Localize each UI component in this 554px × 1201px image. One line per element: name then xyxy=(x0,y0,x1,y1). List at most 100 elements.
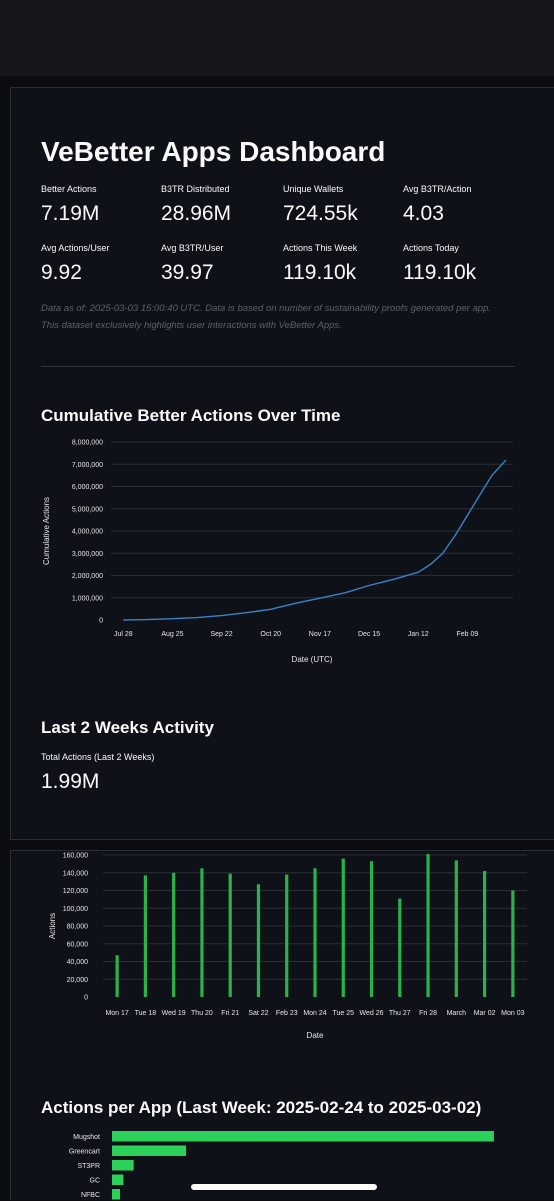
bar xyxy=(228,873,232,997)
metric-value: 7.19M xyxy=(41,202,100,225)
bar xyxy=(200,868,204,997)
y-tick-label: 0 xyxy=(84,995,88,1002)
bar xyxy=(112,1145,187,1156)
x-tick-label: Thu 20 xyxy=(191,1010,213,1017)
x-tick-label: Mon 17 xyxy=(105,1010,128,1017)
metric-value: 39.97 xyxy=(161,261,214,284)
bar xyxy=(143,875,147,997)
x-tick-label: Jan 12 xyxy=(408,631,429,638)
x-tick-label: Tue 18 xyxy=(135,1010,157,1017)
bar xyxy=(112,1131,494,1142)
metric-avg-actions-user: Avg Actions/User 9.92 xyxy=(41,243,161,285)
x-tick-label: Tue 25 xyxy=(332,1010,354,1017)
data-note: Data as of: 2025-03-03 15:00:40 UTC. Dat… xyxy=(41,303,491,331)
x-axis-label: Date xyxy=(307,1031,324,1040)
metric-unique-wallets: Unique Wallets 724.55k xyxy=(283,184,403,226)
actions-per-app-title: Actions per App (Last Week: 2025-02-24 t… xyxy=(41,1098,482,1117)
x-tick-label: Oct 20 xyxy=(260,631,281,638)
cumulative-chart-title: Cumulative Better Actions Over Time xyxy=(41,406,341,425)
y-tick-label: 160,000 xyxy=(63,853,88,860)
metric-b3tr-distributed: B3TR Distributed 28.96M xyxy=(161,184,281,226)
bar xyxy=(256,884,261,997)
metric-label: Actions Today xyxy=(403,243,459,253)
y-tick-label: 120,000 xyxy=(63,888,88,895)
x-tick-label: Fri 21 xyxy=(221,1010,239,1017)
metric-better-actions: Better Actions 7.19M xyxy=(41,184,161,226)
x-tick-label: Nov 17 xyxy=(309,631,331,638)
x-tick-label: Feb 09 xyxy=(456,631,478,638)
y-tick-label: 3,000,000 xyxy=(72,551,103,558)
y-tick-label: 80,000 xyxy=(67,924,89,931)
bar xyxy=(172,872,176,997)
x-tick-label: Thu 27 xyxy=(389,1010,411,1017)
y-tick-label: 60,000 xyxy=(67,941,89,948)
metric-total-actions-2-weeks: Total Actions (Last 2 Weeks) 1.99M xyxy=(41,752,241,794)
y-tick-label: 2,000,000 xyxy=(72,573,103,580)
metric-value: 9.92 xyxy=(41,261,82,284)
daily-actions-bar-chart[interactable]: 0 20,000 40,000 60,000 80,000 100,000 120,000 1… xyxy=(31,851,531,1046)
metric-value: 119.10k xyxy=(283,261,357,284)
bar xyxy=(313,868,317,997)
y-tick-label: 140,000 xyxy=(63,870,88,877)
section-divider xyxy=(41,366,515,367)
metric-actions-this-week: Actions This Week 119.10k xyxy=(283,243,403,285)
y-tick-label: 20,000 xyxy=(67,977,89,984)
home-indicator[interactable] xyxy=(191,1184,377,1190)
metric-label: B3TR Distributed xyxy=(161,184,230,194)
y-tick-label: NFBC xyxy=(81,1192,100,1199)
metric-label: Avg B3TR/User xyxy=(161,243,224,253)
metric-actions-today: Actions Today 119.10k xyxy=(403,243,523,285)
dashboard-card-top: VeBetter Apps Dashboard Better Actions 7.… xyxy=(10,87,554,840)
bar xyxy=(511,890,515,997)
metric-label: Unique Wallets xyxy=(283,184,344,194)
metric-label: Actions This Week xyxy=(283,243,358,253)
y-tick-label: Greencart xyxy=(69,1149,100,1156)
metric-avg-b3tr-user: Avg B3TR/User 39.97 xyxy=(161,243,281,285)
metric-value: 119.10k xyxy=(403,261,477,284)
y-tick-label: Mugshot xyxy=(73,1134,100,1141)
y-axis-label: Actions xyxy=(48,913,57,939)
x-tick-label: Feb 23 xyxy=(276,1010,298,1017)
y-tick-label: 40,000 xyxy=(67,959,89,966)
page-title: VeBetter Apps Dashboard xyxy=(41,136,386,167)
metric-label: Avg Actions/User xyxy=(41,243,110,253)
series-line xyxy=(123,459,507,621)
bar xyxy=(112,1160,134,1171)
y-tick-label: 7,000,000 xyxy=(72,462,103,469)
x-tick-label: Sat 22 xyxy=(248,1010,268,1017)
x-tick-label: Mar 02 xyxy=(474,1010,496,1017)
y-tick-label: 100,000 xyxy=(63,906,88,913)
bar xyxy=(369,861,374,997)
metric-label: Total Actions (Last 2 Weeks) xyxy=(41,752,155,762)
metric-avg-b3tr-action: Avg B3TR/Action 4.03 xyxy=(403,184,523,226)
x-tick-label: Mon 03 xyxy=(501,1010,524,1017)
metric-value: 724.55k xyxy=(283,202,358,225)
y-tick-label: 5,000,000 xyxy=(72,506,103,513)
actions-per-app-bar-chart[interactable]: Mugshot Greencart ST3PR GC NFBC xyxy=(31,1127,531,1201)
metric-label: Better Actions xyxy=(41,184,97,194)
cumulative-actions-line-chart[interactable]: 0 1,000,000 2,000,000 3,000,000 4,000,000 5,0… xyxy=(41,436,521,668)
bar xyxy=(483,870,487,997)
y-tick-label: 0 xyxy=(99,618,103,625)
x-tick-label: Wed 19 xyxy=(162,1010,186,1017)
bar xyxy=(112,1174,124,1185)
y-tick-label: 4,000,000 xyxy=(72,529,103,536)
y-axis-label: Cumulative Actions xyxy=(42,497,51,565)
metric-label: Avg B3TR/Action xyxy=(403,184,472,194)
y-tick-label: 6,000,000 xyxy=(72,484,103,491)
bar xyxy=(115,955,119,997)
x-tick-label: Sep 22 xyxy=(211,631,233,638)
x-tick-label: Dec 15 xyxy=(358,631,380,638)
x-tick-label: Aug 25 xyxy=(161,631,183,638)
x-tick-label: Wed 26 xyxy=(360,1010,384,1017)
dashboard-card-bottom: 0 20,000 40,000 60,000 80,000 100,000 120,000 1… xyxy=(10,850,554,1200)
y-tick-label: 1,000,000 xyxy=(72,595,103,602)
bar xyxy=(426,854,430,997)
x-tick-label: Jul 28 xyxy=(114,631,133,638)
y-tick-label: GC xyxy=(90,1178,101,1185)
bar xyxy=(285,874,289,997)
bar xyxy=(341,858,345,997)
browser-top-bar xyxy=(0,0,554,76)
bar xyxy=(398,898,402,997)
x-axis-label: Date (UTC) xyxy=(292,655,333,664)
